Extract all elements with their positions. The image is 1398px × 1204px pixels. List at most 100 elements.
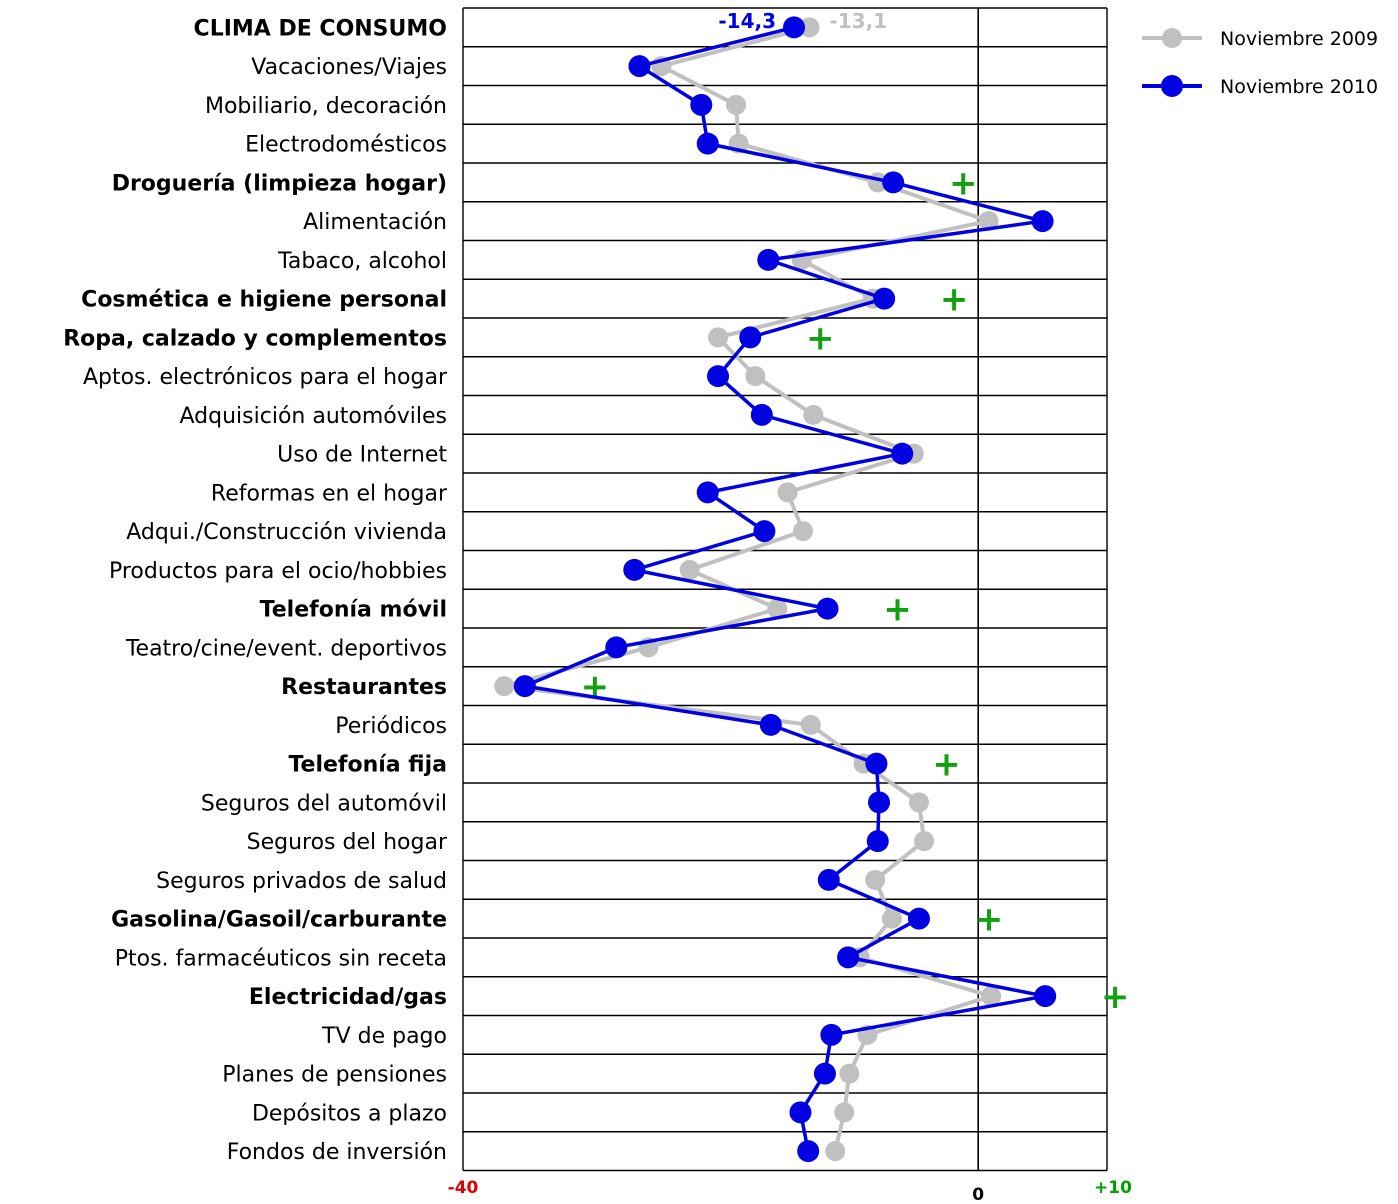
category-label: Droguería (limpieza hogar) [112, 171, 447, 196]
point-2010 [750, 403, 773, 426]
improvement-plus: + [806, 318, 835, 358]
point-2009 [881, 908, 902, 929]
category-label: Mobiliario, decoración [205, 94, 447, 119]
point-2010 [882, 171, 905, 194]
point-2010 [866, 830, 889, 853]
legend-label-2009: Noviembre 2009 [1220, 28, 1378, 50]
improvement-plus: + [1101, 977, 1130, 1017]
improvement-plus: + [581, 667, 610, 707]
point-2010 [789, 1101, 812, 1124]
point-2009 [767, 598, 788, 619]
category-label: Electricidad/gas [249, 985, 447, 1010]
improvement-markers: ++++++++ [581, 163, 1130, 1017]
point-2010 [820, 1023, 843, 1046]
point-2009 [800, 714, 821, 735]
point-2009 [799, 17, 820, 38]
point-2010 [753, 520, 776, 543]
point-2010 [837, 946, 860, 969]
category-label: Tabaco, alcohol [277, 249, 447, 274]
point-2009 [679, 559, 700, 580]
category-label: Electrodomésticos [245, 133, 447, 158]
point-2009 [494, 676, 515, 697]
x-tick-label: 0 [972, 1185, 984, 1204]
legend: Noviembre 2009 Noviembre 2010 [1142, 28, 1378, 98]
point-2010 [605, 636, 628, 659]
point-2010 [865, 752, 888, 775]
point-2009 [834, 1102, 855, 1123]
category-label: CLIMA DE CONSUMO [194, 16, 447, 41]
clima-2010-label: -14,3 [718, 9, 776, 33]
legend-item-2010: Noviembre 2010 [1142, 75, 1378, 98]
line-2010 [523, 25, 1047, 1152]
point-2010 [623, 558, 646, 581]
category-label: Fondos de inversión [227, 1140, 447, 1165]
category-label: Aptos. electrónicos para el hogar [83, 365, 448, 390]
category-label: Restaurantes [281, 675, 447, 700]
point-2009 [777, 482, 798, 503]
annotations: -14,3 -13,1 [718, 9, 887, 33]
point-2010 [907, 907, 930, 930]
category-label: Seguros del automóvil [201, 791, 447, 816]
category-label: Telefonía móvil [260, 598, 447, 623]
point-2010 [1034, 985, 1057, 1008]
point-2010 [868, 791, 891, 814]
category-label: Reformas en el hogar [211, 481, 448, 506]
series-2010 [513, 16, 1057, 1163]
point-2010 [513, 675, 536, 698]
category-label: Gasolina/Gasoil/carburante [111, 908, 447, 933]
improvement-plus: + [940, 280, 969, 320]
point-2010 [813, 1062, 836, 1085]
category-label: Adqui./Construcción vivienda [126, 520, 447, 545]
x-tick-label: +10 [1094, 1178, 1132, 1198]
point-2010 [739, 326, 762, 349]
point-2010 [816, 597, 839, 620]
point-2009 [865, 869, 886, 890]
point-2010 [873, 287, 896, 310]
point-2009 [981, 986, 1002, 1007]
improvement-plus: + [975, 900, 1004, 940]
category-label: Periódicos [335, 714, 447, 739]
point-2010 [759, 713, 782, 736]
category-label: Adquisición automóviles [180, 404, 447, 429]
category-label: Ptos. farmacéuticos sin receta [115, 946, 447, 971]
x-axis-tick-labels: -40 0 +10 [448, 1178, 1132, 1204]
category-label: Depósitos a plazo [252, 1101, 447, 1126]
point-2009 [726, 94, 747, 115]
point-2010 [891, 442, 914, 465]
legend-label-2010: Noviembre 2010 [1220, 76, 1378, 98]
category-label: Cosmética e higiene personal [81, 288, 447, 313]
point-2010 [797, 1140, 820, 1163]
grid [462, 7, 1108, 1172]
series [494, 16, 1057, 1163]
category-label: Alimentación [303, 210, 447, 235]
category-label: Seguros del hogar [247, 830, 448, 855]
improvement-plus: + [932, 745, 961, 785]
point-2010 [783, 16, 806, 39]
point-2010 [696, 132, 719, 155]
point-2009 [745, 366, 766, 387]
category-label: Teatro/cine/event. deportivos [125, 636, 447, 661]
point-2010 [757, 248, 780, 271]
point-2010 [628, 55, 651, 78]
category-label: Telefonía fija [288, 753, 447, 778]
legend-marker-2009 [1162, 28, 1182, 48]
category-labels: CLIMA DE CONSUMO Vacaciones/Viajes Mobilia… [63, 16, 448, 1165]
legend-item-2009: Noviembre 2009 [1142, 28, 1378, 50]
clima-2009-label: -13,1 [829, 9, 887, 33]
legend-marker-2010 [1161, 75, 1183, 97]
category-label: Ropa, calzado y complementos [63, 326, 447, 351]
point-2009 [914, 831, 935, 852]
category-label: Planes de pensiones [222, 1063, 447, 1088]
point-2009 [825, 1141, 846, 1162]
point-2009 [978, 211, 999, 232]
category-label: Uso de Internet [277, 443, 447, 468]
x-tick-label: -40 [448, 1178, 479, 1198]
category-label: Seguros privados de salud [156, 869, 447, 894]
point-2009 [803, 404, 824, 425]
improvement-plus: + [883, 590, 912, 630]
category-label: TV de pago [321, 1024, 447, 1049]
point-2009 [839, 1063, 860, 1084]
point-2010 [690, 93, 713, 116]
point-2009 [793, 521, 814, 542]
